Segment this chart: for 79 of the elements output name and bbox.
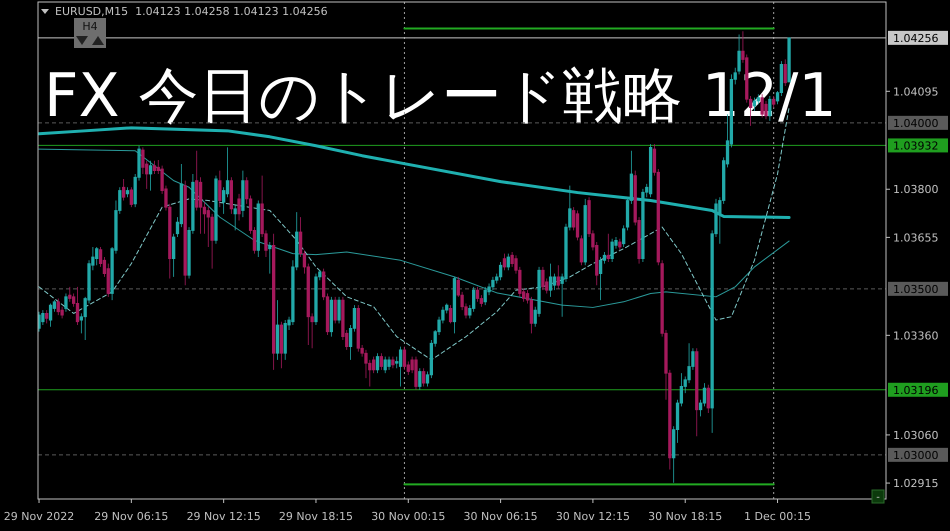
candlestick [376,352,380,374]
x-tick-label: 29 Nov 12:15 [186,510,261,523]
ref-line-label: 1.04000 [893,116,938,130]
candlestick [184,180,187,286]
candlestick [384,356,387,374]
candlestick [422,368,426,387]
candlestick [237,193,241,221]
line-series [38,148,790,308]
ref-line-label: 1.03000 [893,448,938,462]
y-tick-label: 1.03060 [893,428,938,442]
candlestick [548,263,552,298]
candlestick [414,356,418,390]
candlestick [122,178,126,201]
candlestick [491,276,495,291]
x-tick-label: 29 Nov 06:15 [94,510,168,523]
candlestick [498,262,502,281]
candlestick [502,253,506,271]
x-tick-label: 29 Nov 2022 [4,510,74,523]
candlestick [337,296,341,324]
annotation: EURUSD,M15 1.04123 1.04258 1.04123 1.04256 [55,5,328,18]
candlestick [484,286,487,306]
candlestick [618,238,622,251]
y-tick-label: 1.04095 [893,85,938,98]
candlestick [76,286,80,326]
candlestick [276,300,280,360]
candlestick [152,160,156,174]
candlestick [214,175,218,244]
ref-line-label: 1.03932 [893,139,938,152]
candlestick [610,238,614,262]
candlestick [448,304,452,324]
candlestick [418,368,422,390]
annotation: H4 [82,20,98,33]
y-tick-label: 1.03655 [893,231,938,244]
candlestick [45,310,48,324]
candlestick [48,303,52,328]
x-tick-label: 30 Nov 00:15 [371,510,446,523]
candlestick [148,160,152,191]
candlestick [452,276,456,334]
candlestick [391,356,395,369]
candlestick [126,186,130,198]
y-tick-label: 1.02915 [893,477,938,490]
ref-line-label: 1.03196 [893,384,938,397]
y-tick-label: 1.03360 [893,329,938,342]
candlestick [234,205,237,231]
candlestick [280,321,283,369]
candlestick [130,186,133,208]
annotation: - [876,492,880,503]
candlestick [506,253,510,271]
candlestick [218,170,222,208]
candlestick [541,266,545,291]
candlestick [284,320,287,360]
y-tick-label: 1.03800 [893,183,938,196]
candlestick [64,293,68,312]
candlestick [648,144,652,198]
candlestick [256,200,260,258]
candlestick [584,198,587,266]
candlestick [330,296,333,338]
x-tick-label: 30 Nov 12:15 [556,510,630,523]
candlestick [398,346,402,387]
candlestick [230,176,233,214]
candlestick [556,264,560,289]
candlestick [606,233,610,262]
candlestick [334,296,337,324]
x-tick-label: 1 Dec 00:15 [744,510,812,523]
ref-line-label: 1.04256 [893,32,938,45]
candlestick [387,356,391,370]
candlestick [272,233,276,370]
x-tick-label: 30 Nov 06:15 [464,510,538,523]
minus-button: - [872,490,884,504]
candlestick [695,348,698,437]
ref-line-label: 1.03500 [893,282,938,296]
x-tick-label: 30 Nov 18:15 [648,510,722,523]
candlestick [268,242,272,274]
candlestick [241,170,245,218]
x-tick-label: 29 Nov 18:15 [278,510,354,523]
candlestick [314,273,318,326]
candlestick [380,352,384,370]
candlestick [56,298,60,316]
candlestick [706,384,710,414]
